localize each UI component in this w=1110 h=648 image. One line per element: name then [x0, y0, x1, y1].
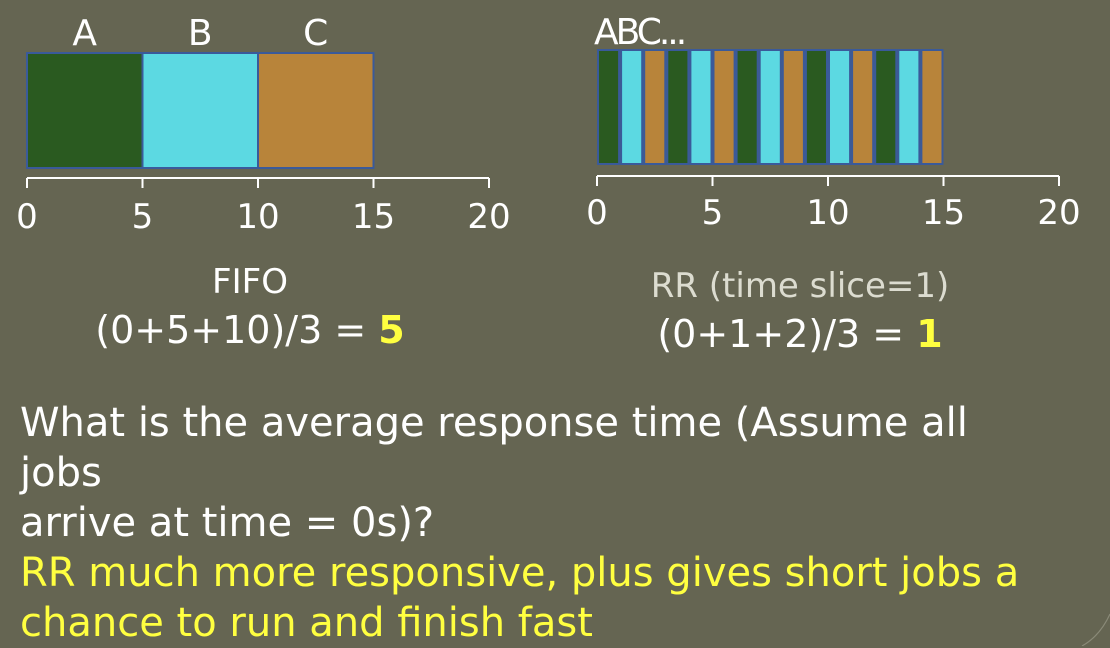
rr-slice-b: [758, 49, 782, 165]
fifo-tick-label: 0: [16, 197, 38, 237]
rr-tick-label: 5: [702, 193, 724, 233]
fifo-bar-b: [141, 52, 259, 169]
fifo-formula: (0+5+10)/3 = 5: [0, 308, 500, 352]
fifo-timeline: A B C 0 5 10 15 20: [16, 13, 510, 237]
fifo-job-label-c: C: [303, 13, 328, 54]
fifo-bar-c: [257, 52, 375, 169]
rr-tick-label: 20: [1037, 193, 1080, 233]
rr-title: RR (time slice=1): [650, 266, 950, 306]
fifo-bar-a: [26, 52, 144, 169]
fifo-tick-label: 5: [132, 197, 154, 237]
fifo-job-label-a: A: [72, 13, 97, 54]
rr-tick-label: 10: [806, 193, 849, 233]
rr-result: 1: [916, 312, 943, 356]
question-line-1: What is the average response time (Assum…: [20, 400, 968, 446]
fifo-tick-label: 10: [236, 197, 279, 237]
rr-timeline: ABC... 0 5 10 15 20: [586, 12, 1080, 233]
rr-slice-a: [666, 49, 690, 165]
rr-slice-b: [828, 49, 852, 165]
question-line-3: arrive at time = 0s)?: [20, 500, 435, 546]
rr-slice-a: [735, 49, 759, 165]
rr-tick-label: 0: [586, 193, 608, 233]
rr-slice-b: [689, 49, 713, 165]
answer-line-1: RR much more responsive, plus gives shor…: [20, 550, 1020, 596]
rr-slice-b: [620, 49, 644, 165]
fifo-tick-label: 20: [467, 197, 510, 237]
rr-tick-label: 15: [922, 193, 965, 233]
rr-slice-c: [851, 49, 875, 165]
fifo-formula-text: (0+5+10)/3 =: [95, 308, 379, 352]
answer-line-2: chance to run and finish fast: [20, 600, 593, 646]
rr-slice-c: [781, 49, 805, 165]
rr-slice-c: [920, 49, 944, 165]
question-line-2: jobs: [20, 450, 102, 496]
rr-slice-a: [804, 49, 829, 165]
rr-slice-a: [874, 49, 898, 165]
rr-slice-b: [897, 49, 921, 165]
fifo-job-label-b: B: [188, 13, 213, 54]
rr-job-sequence-label: ABC...: [594, 12, 684, 53]
rr-slice-a: [597, 49, 621, 165]
rr-slice-c: [643, 49, 667, 165]
fifo-tick-label: 15: [352, 197, 395, 237]
rr-slice-c: [712, 49, 736, 165]
fifo-title: FIFO: [212, 262, 288, 302]
rr-formula: (0+1+2)/3 = 1: [560, 312, 1040, 356]
fifo-result: 5: [378, 308, 405, 352]
slide-corner-decoration: [1081, 613, 1110, 646]
rr-formula-text: (0+1+2)/3 =: [657, 312, 917, 356]
explanation: What is the average response time (Assum…: [20, 398, 1090, 648]
scheduling-diagram: A B C 0 5 10 15 20 ABC... 0 5 10 15 20: [16, 12, 1080, 237]
